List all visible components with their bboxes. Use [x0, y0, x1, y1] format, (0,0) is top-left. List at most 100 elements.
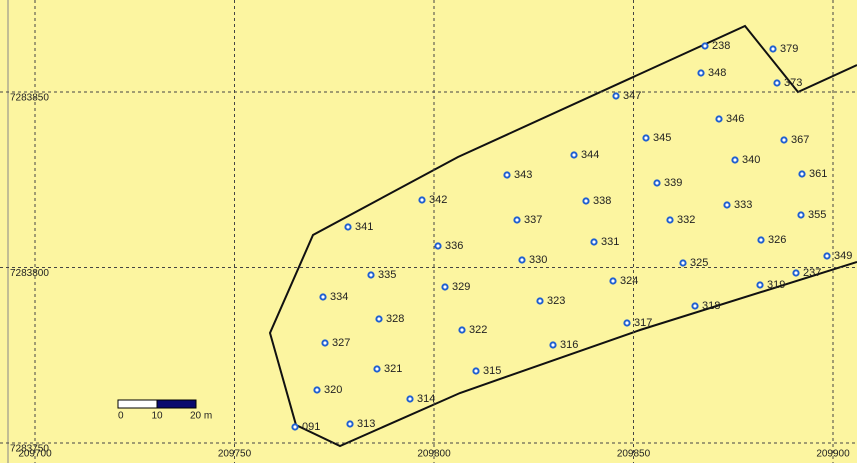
point-label: 332 — [677, 214, 695, 226]
point-label: 337 — [524, 214, 542, 226]
point-label: 379 — [780, 43, 798, 55]
sample-point — [434, 242, 442, 250]
sample-point — [291, 423, 299, 431]
sample-point — [798, 170, 806, 178]
point-label: 322 — [469, 324, 487, 336]
scale-label: 10 — [151, 411, 163, 422]
point-label: 329 — [452, 281, 470, 293]
sample-point — [666, 216, 674, 224]
scale-label: 20 m — [190, 411, 212, 422]
point-label: 334 — [330, 291, 348, 303]
point-label: 320 — [324, 384, 342, 396]
point-label: 340 — [742, 154, 760, 166]
point-label: 328 — [386, 313, 404, 325]
sample-point — [373, 365, 381, 373]
sample-point — [375, 315, 383, 323]
scale-segment — [156, 399, 197, 409]
sample-point — [513, 216, 521, 224]
point-label: 342 — [429, 194, 447, 206]
sample-point — [406, 395, 414, 403]
sample-point — [518, 256, 526, 264]
sample-point — [773, 79, 781, 87]
sample-point — [797, 211, 805, 219]
sample-point — [549, 341, 557, 349]
point-label: 315 — [483, 365, 501, 377]
x-coordinate-label: 209800 — [417, 449, 451, 460]
sample-point — [582, 197, 590, 205]
sample-point — [367, 271, 375, 279]
point-label: 361 — [809, 168, 827, 180]
point-label: 338 — [593, 195, 611, 207]
boundary — [268, 24, 857, 448]
y-coordinate-label: 7283750 — [10, 444, 49, 455]
sample-point — [319, 293, 327, 301]
point-label: 091 — [302, 421, 320, 433]
point-label: 341 — [355, 221, 373, 233]
sample-point — [642, 134, 650, 142]
scale-bar — [117, 399, 197, 409]
sample-point — [679, 259, 687, 267]
x-coordinate-label: 209750 — [218, 449, 252, 460]
point-label: 325 — [690, 257, 708, 269]
sample-point — [780, 136, 788, 144]
point-label: 349 — [834, 250, 852, 262]
point-label: 321 — [384, 363, 402, 375]
sample-point — [769, 45, 777, 53]
sample-point — [458, 326, 466, 334]
sample-point — [792, 269, 800, 277]
x-coordinate-label: 209700 — [18, 449, 52, 460]
sample-point — [697, 69, 705, 77]
sample-point — [653, 179, 661, 187]
sample-point — [472, 367, 480, 375]
sample-point — [536, 297, 544, 305]
point-label: 346 — [726, 113, 744, 125]
sample-point — [503, 171, 511, 179]
point-label: 355 — [808, 209, 826, 221]
point-label: 344 — [581, 149, 599, 161]
y-coordinate-label: 7283850 — [10, 93, 49, 104]
sample-point — [756, 281, 764, 289]
sample-point — [701, 42, 709, 50]
point-label: 319 — [767, 279, 785, 291]
sample-point — [418, 196, 426, 204]
sample-point — [731, 156, 739, 164]
point-label: 333 — [734, 199, 752, 211]
point-label: 317 — [634, 317, 652, 329]
point-label: 336 — [445, 240, 463, 252]
point-label: 339 — [664, 177, 682, 189]
point-label: 318 — [702, 300, 720, 312]
sample-point — [757, 236, 765, 244]
point-label: 367 — [791, 134, 809, 146]
point-label: 345 — [653, 132, 671, 144]
sample-point — [723, 201, 731, 209]
point-label: 238 — [712, 40, 730, 52]
point-label: 335 — [378, 269, 396, 281]
sample-point — [570, 151, 578, 159]
scale-segment — [117, 399, 158, 409]
point-label: 330 — [529, 254, 547, 266]
point-label: 347 — [623, 90, 641, 102]
sample-point — [321, 339, 329, 347]
sample-point — [344, 223, 352, 231]
point-label: 331 — [601, 236, 619, 248]
point-label: 316 — [560, 339, 578, 351]
sample-point — [590, 238, 598, 246]
sample-point — [346, 420, 354, 428]
point-label: 323 — [547, 295, 565, 307]
x-coordinate-label: 209850 — [617, 449, 651, 460]
point-label: 343 — [514, 169, 532, 181]
point-label: 327 — [332, 337, 350, 349]
point-label: 237 — [803, 267, 821, 279]
sample-point — [609, 277, 617, 285]
sample-point — [691, 302, 699, 310]
point-label: 348 — [708, 67, 726, 79]
sample-point — [313, 386, 321, 394]
sample-point — [612, 92, 620, 100]
point-label: 326 — [768, 234, 786, 246]
sample-point — [441, 283, 449, 291]
y-coordinate-label: 7283800 — [10, 268, 49, 279]
sample-point — [623, 319, 631, 327]
sample-point — [715, 115, 723, 123]
scale-label: 0 — [118, 411, 124, 422]
